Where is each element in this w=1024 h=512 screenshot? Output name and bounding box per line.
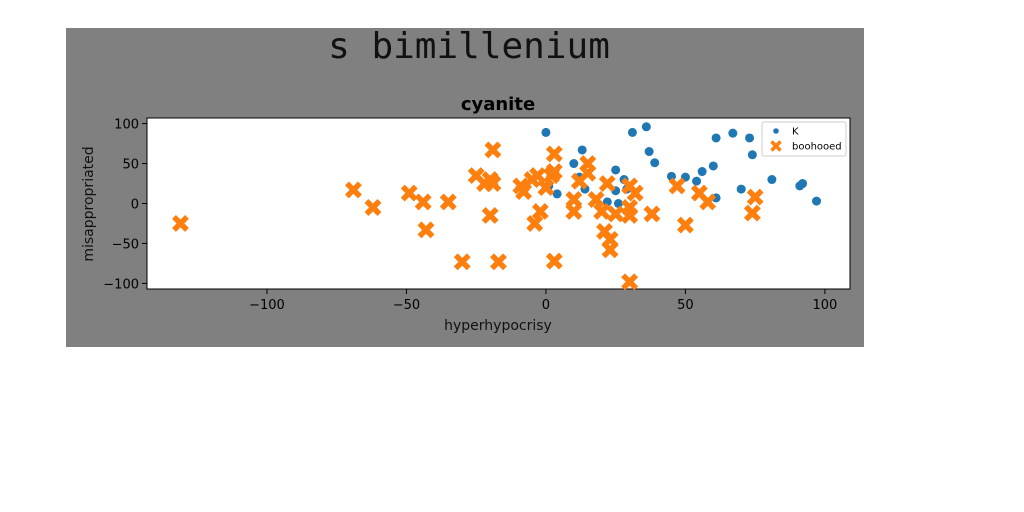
data-point	[607, 205, 625, 223]
y-tick-label: 0	[131, 198, 139, 213]
figure-title: s bimillenium	[328, 26, 610, 67]
y-tick-label: 100	[114, 118, 139, 133]
data-point	[711, 133, 721, 143]
legend-marker	[770, 140, 782, 152]
y-axis-ticks: −100 −50 0 50 100	[103, 118, 147, 292]
data-point	[699, 193, 717, 211]
series-boohooed	[172, 141, 764, 291]
x-tick-label: 0	[542, 298, 550, 313]
data-point	[537, 179, 555, 196]
x-axis-ticks: −100 −50 0 50 100	[249, 289, 837, 313]
data-point	[743, 204, 761, 222]
data-point	[745, 133, 755, 143]
data-point	[676, 216, 694, 234]
data-point	[545, 163, 563, 180]
data-point	[587, 191, 605, 208]
data-point	[708, 161, 718, 171]
y-axis-label: misappropriated	[81, 146, 97, 261]
y-tick-label: −100	[103, 277, 139, 292]
data-point	[736, 184, 746, 194]
data-point	[598, 175, 616, 192]
x-tick-label: 100	[812, 298, 837, 313]
data-point	[650, 158, 660, 168]
data-point	[531, 203, 549, 220]
y-tick-label: 50	[122, 158, 139, 173]
data-point	[611, 165, 621, 175]
data-point	[400, 184, 418, 202]
data-point	[364, 199, 382, 216]
data-point	[692, 176, 702, 186]
x-tick-label: −100	[249, 298, 285, 313]
legend-label: K	[792, 127, 799, 138]
data-point	[666, 171, 676, 181]
data-point	[668, 177, 686, 195]
data-point	[747, 150, 757, 160]
data-point	[746, 188, 764, 206]
data-point	[602, 197, 612, 207]
data-point	[601, 241, 619, 259]
plot-title: cyanite	[461, 94, 535, 115]
y-tick-label: −50	[112, 237, 139, 252]
x-tick-label: −50	[393, 298, 420, 313]
legend-label: boohooed	[792, 142, 842, 153]
data-point	[626, 184, 644, 202]
data-point	[579, 164, 597, 182]
data-point	[552, 189, 562, 199]
data-point	[621, 207, 639, 224]
data-point	[414, 193, 432, 211]
data-point	[484, 175, 502, 192]
data-point	[569, 159, 579, 169]
data-point	[795, 181, 805, 191]
data-point	[545, 145, 563, 163]
data-point	[439, 193, 457, 211]
data-point	[541, 127, 551, 137]
data-point	[767, 175, 777, 185]
series-K	[541, 122, 822, 208]
data-point	[545, 252, 563, 270]
x-axis-label: hyperhypocrisy	[444, 318, 552, 334]
data-point	[484, 141, 502, 159]
data-point	[643, 205, 661, 223]
legend-box	[761, 121, 847, 157]
legend-marker	[773, 128, 779, 134]
x-tick-label: 50	[677, 298, 694, 313]
data-point	[644, 147, 654, 157]
data-marks	[172, 122, 822, 291]
data-point	[172, 215, 189, 232]
data-point	[593, 203, 611, 220]
data-point	[697, 167, 707, 177]
data-point	[621, 273, 639, 291]
data-point	[812, 196, 822, 206]
data-point	[627, 127, 637, 137]
data-point	[728, 128, 738, 138]
data-point	[526, 215, 544, 232]
data-point	[641, 122, 651, 132]
data-point	[490, 253, 507, 271]
data-point	[453, 253, 471, 271]
data-point	[565, 203, 583, 220]
data-point	[417, 221, 435, 239]
data-point	[577, 145, 587, 155]
data-point	[344, 181, 362, 199]
data-point	[481, 207, 499, 224]
data-point	[613, 199, 623, 208]
